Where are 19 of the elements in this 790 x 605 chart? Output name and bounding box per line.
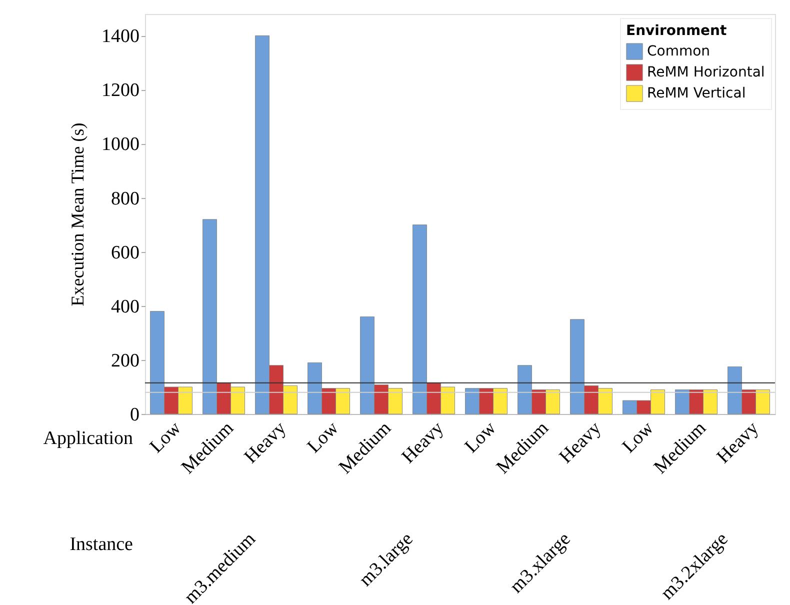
y-tick-label: 1200 — [102, 80, 140, 102]
y-tick-label: 400 — [111, 296, 140, 318]
legend-label: ReMM Vertical — [647, 86, 746, 102]
x-tick-label: Low — [618, 418, 658, 458]
text: Instance — [70, 534, 133, 555]
y-tick-label: 1400 — [102, 26, 140, 48]
x-tick-label: Low — [303, 418, 344, 458]
x-tick-label: Low — [460, 418, 501, 458]
y-axis-title: Execution Mean Time (s) — [68, 122, 88, 306]
legend-title: Environment — [626, 23, 727, 39]
y-tick-label: 600 — [111, 242, 140, 264]
y-tick-label: 200 — [111, 350, 140, 372]
y-tick-label: 1000 — [102, 134, 140, 156]
text: Application — [43, 428, 134, 449]
legend-label: Common — [647, 44, 710, 60]
y-tick-label: 800 — [111, 188, 140, 210]
legend-label: ReMM Horizontal — [647, 64, 765, 80]
y-tick-label: 0 — [130, 404, 140, 426]
x-tick-label: Low — [146, 418, 186, 458]
